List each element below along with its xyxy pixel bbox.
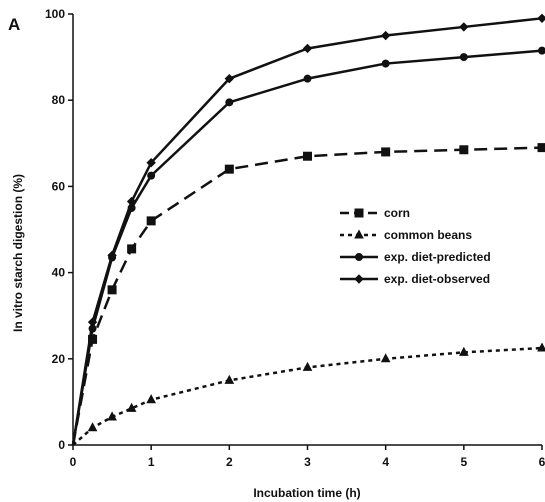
data-point-common-beans [126, 402, 137, 412]
legend: corn common beans exp. diet-predicted exp. … [340, 206, 491, 286]
series-line-common-beans [72, 346, 543, 446]
legend-item-common-beans: common beans [340, 228, 472, 242]
data-point-corn [146, 216, 156, 226]
data-point-common-beans [302, 361, 313, 371]
legend-label: exp. diet-predicted [384, 250, 491, 264]
data-point-corn [127, 244, 137, 254]
data-point-common-beans [380, 353, 391, 363]
x-tick-label: 6 [539, 455, 545, 469]
x-axis-title: Incubation time (h) [253, 486, 360, 500]
legend-label: exp. diet-observed [384, 272, 490, 286]
data-point-common-beans [224, 374, 235, 384]
y-tick-label: 60 [52, 179, 66, 193]
plot-area: 0 20 40 60 80 100 0 1 2 3 4 5 6 [45, 7, 545, 469]
data-point-exp-diet-predicted [459, 53, 468, 62]
data-point-corn [88, 334, 98, 344]
data-point-corn [537, 143, 545, 153]
series-line-exp-diet-observed [71, 17, 543, 446]
legend-label: corn [384, 206, 410, 220]
x-ticks: 0 1 2 3 4 5 6 [70, 445, 545, 469]
x-tick-label: 4 [382, 455, 389, 469]
legend-swatch-marker [354, 229, 364, 239]
data-point-common-beans [459, 346, 469, 356]
legend-label: common beans [384, 228, 472, 242]
legend-item-corn: corn [340, 206, 410, 220]
data-point-exp-diet-predicted [381, 59, 390, 68]
y-ticks: 0 20 40 60 80 100 [45, 7, 73, 452]
x-tick-label: 3 [304, 455, 311, 469]
data-point-corn [459, 145, 469, 155]
legend-item-exp-diet-predicted: exp. diet-predicted [340, 250, 491, 264]
data-point-exp-diet-predicted [303, 74, 312, 83]
legend-item-exp-diet-observed: exp. diet-observed [340, 272, 490, 286]
data-point-corn [381, 147, 391, 157]
y-tick-label: 20 [52, 352, 66, 366]
data-point-exp-diet-observed [459, 22, 469, 32]
data-point-common-beans [107, 411, 117, 421]
x-tick-label: 1 [148, 455, 155, 469]
y-tick-label: 100 [45, 7, 65, 21]
data-point-exp-diet-observed [537, 13, 545, 24]
data-point-common-beans [537, 342, 545, 352]
series-line-corn [71, 146, 543, 446]
data-point-exp-diet-predicted [538, 46, 545, 55]
data-point-corn [303, 151, 312, 161]
legend-swatch-marker [354, 274, 364, 284]
series-markers [87, 13, 545, 432]
x-tick-label: 0 [70, 455, 77, 469]
data-point-corn [107, 285, 117, 295]
data-point-exp-diet-observed [380, 30, 391, 41]
data-point-corn [224, 164, 234, 174]
y-tick-label: 40 [52, 266, 66, 280]
data-point-exp-diet-observed [302, 43, 313, 54]
x-tick-label: 2 [226, 455, 233, 469]
data-point-exp-diet-observed [87, 317, 98, 327]
data-point-common-beans [146, 394, 157, 404]
series-lines [71, 17, 543, 446]
panel-label: A [8, 15, 20, 34]
data-point-common-beans [87, 422, 98, 432]
data-point-exp-diet-observed [146, 157, 156, 168]
x-tick-label: 5 [460, 455, 467, 469]
data-point-exp-diet-observed [224, 73, 235, 84]
legend-swatch-marker [355, 253, 363, 261]
data-point-exp-diet-predicted [225, 98, 234, 107]
y-tick-label: 0 [58, 438, 65, 452]
series-line-exp-diet-predicted [71, 49, 543, 446]
y-axis-title: In vitro starch digestion (%) [11, 174, 25, 332]
y-tick-label: 80 [52, 93, 66, 107]
data-point-exp-diet-observed [126, 196, 137, 207]
legend-swatch-marker [354, 208, 364, 218]
data-point-exp-diet-predicted [147, 171, 156, 180]
data-point-exp-diet-observed [107, 250, 117, 261]
